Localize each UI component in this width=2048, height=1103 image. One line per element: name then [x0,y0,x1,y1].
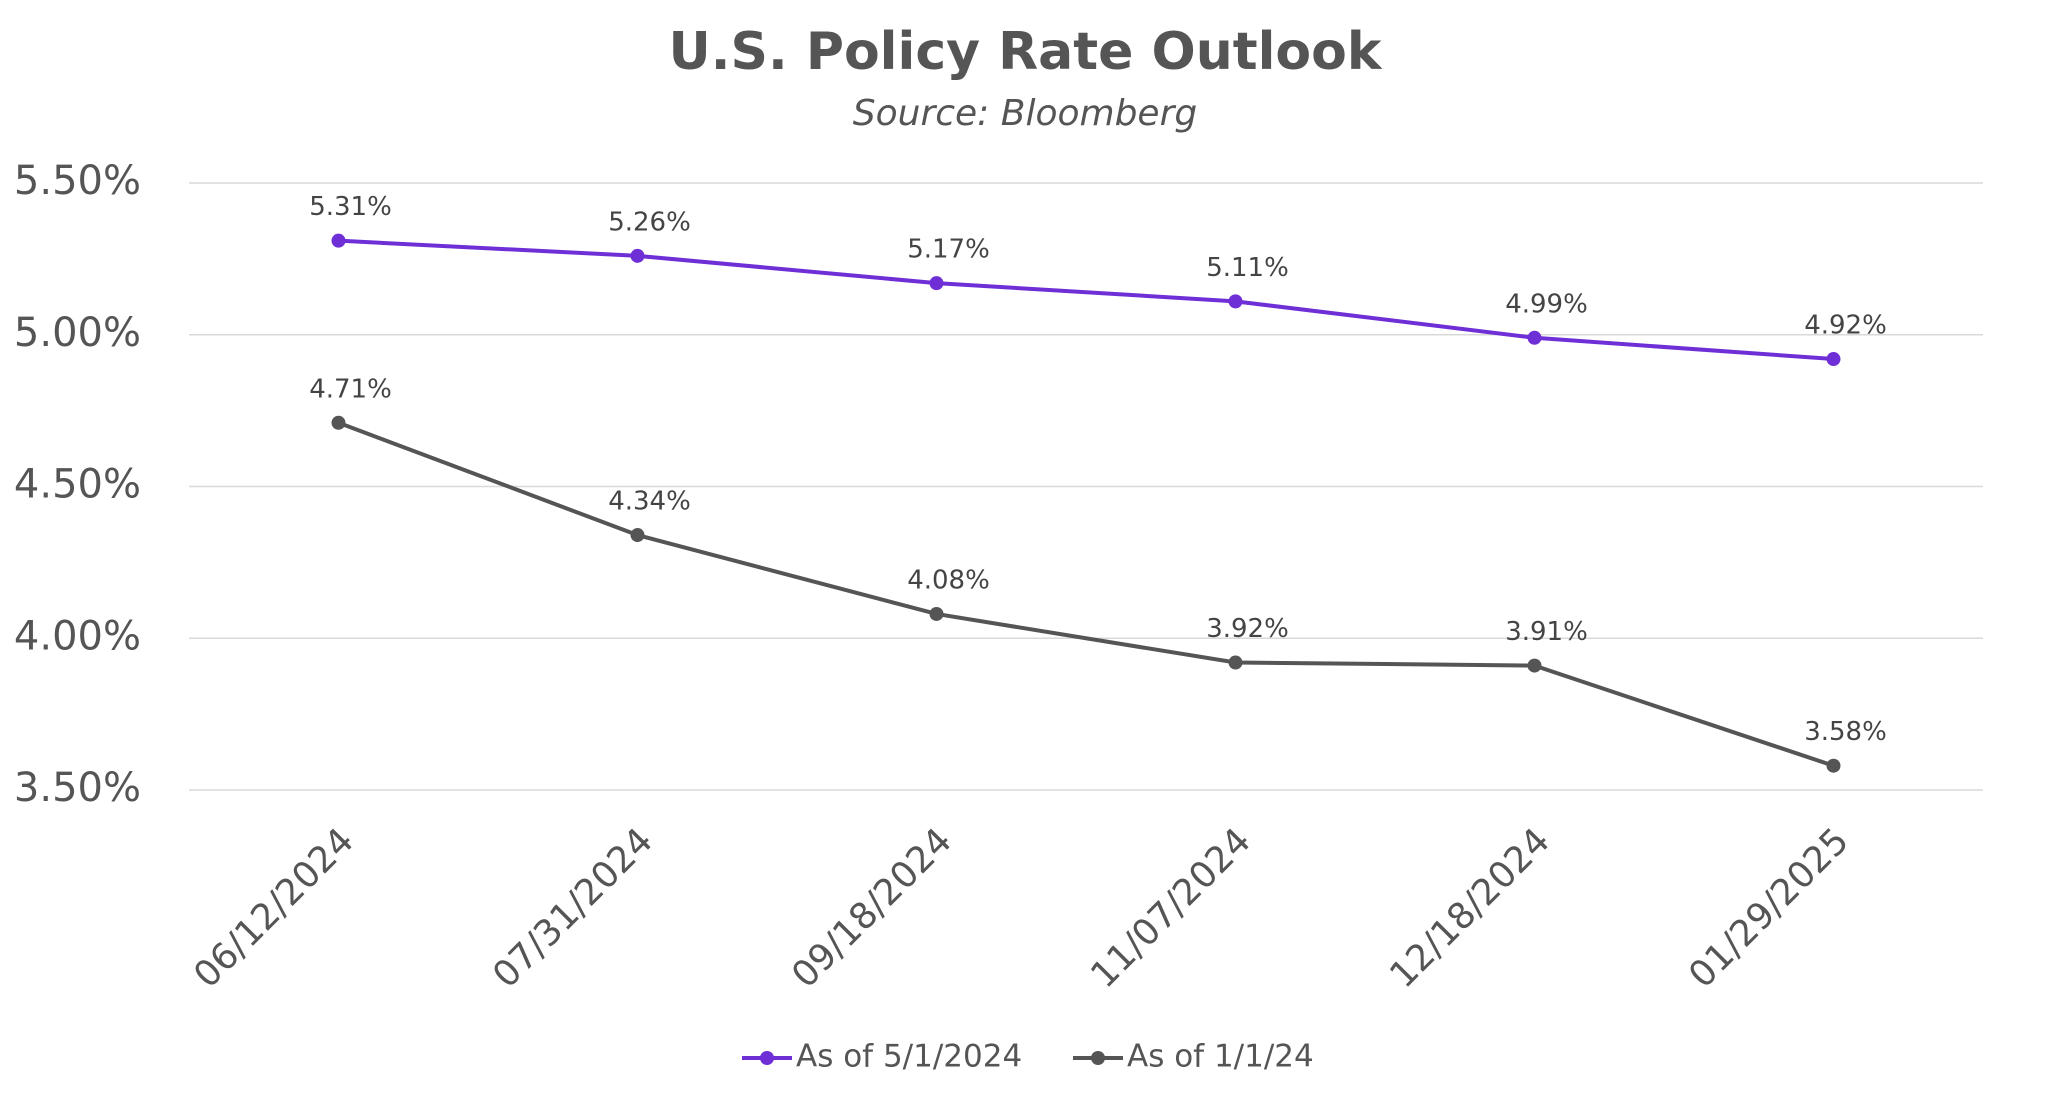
data-point [929,606,944,621]
data-label: 5.26% [608,207,691,237]
x-tick-label: 09/18/2024 [784,820,960,996]
series-line [338,238,1834,362]
y-tick-label: 4.50% [14,462,141,508]
y-tick-label: 5.50% [14,158,141,204]
legend-marker [760,1051,774,1065]
y-tick-label: 3.50% [14,765,141,811]
chart-subtitle: Source: Bloomberg [853,93,1197,134]
data-label: 3.92% [1206,614,1289,644]
data-point [1228,294,1243,309]
data-point [1527,658,1542,673]
data-point [630,528,645,543]
data-label: 5.17% [907,235,990,265]
data-point [1527,330,1542,345]
data-label: 3.91% [1505,617,1588,647]
data-label: 4.71% [309,374,392,404]
data-point [1228,655,1243,670]
x-tick-label: 01/29/2025 [1681,820,1857,996]
data-point [630,248,645,263]
data-label: 4.99% [1505,289,1588,319]
chart-title: U.S. Policy Rate Outlook [669,22,1383,82]
data-label: 5.31% [309,192,392,222]
data-label: 4.08% [907,565,990,595]
data-point [929,276,944,291]
data-label: 4.34% [608,487,691,517]
data-point [331,233,346,248]
legend-label: As of 5/1/2024 [796,1039,1022,1075]
x-tick-label: 07/31/2024 [485,820,661,996]
series-line [337,420,1835,768]
y-tick-label: 4.00% [14,613,141,659]
y-tick-label: 5.00% [14,310,141,356]
x-tick-label: 06/12/2024 [186,820,362,996]
data-point [1826,758,1841,773]
data-label: 5.11% [1206,253,1289,283]
data-point [331,415,346,430]
data-label: 3.58% [1804,717,1887,747]
legend-label: As of 1/1/24 [1127,1039,1314,1075]
x-tick-label: 11/07/2024 [1083,820,1259,996]
x-tick-label: 12/18/2024 [1382,820,1558,996]
data-point [1826,352,1841,367]
legend-marker [1091,1051,1105,1065]
data-label: 4.92% [1804,311,1887,341]
